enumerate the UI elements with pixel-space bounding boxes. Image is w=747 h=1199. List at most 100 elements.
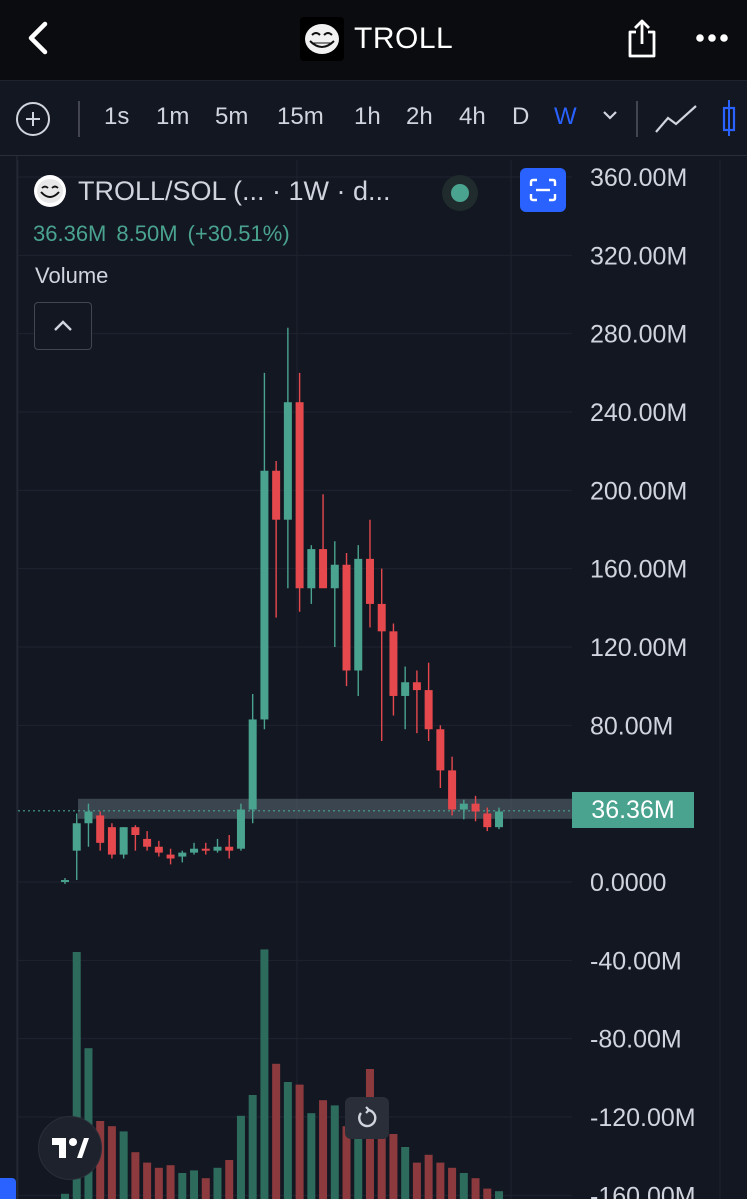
- volume-bar: [436, 1162, 445, 1199]
- candle-body: [459, 803, 468, 810]
- interval-1s[interactable]: 1s: [104, 103, 130, 130]
- candle-body: [190, 848, 199, 853]
- y-tick-label: 320.00M: [590, 242, 687, 270]
- volume-bar: [307, 1113, 316, 1199]
- y-tick-label: 240.00M: [590, 399, 687, 427]
- interval-4h[interactable]: 4h: [459, 103, 486, 130]
- volume-bar: [354, 1105, 363, 1199]
- market-status: [442, 175, 478, 211]
- candle-body: [448, 770, 457, 810]
- candles-icon[interactable]: [720, 98, 747, 138]
- volume-bar: [448, 1167, 457, 1199]
- volume-bar: [201, 1178, 210, 1199]
- title-wrap: TROLL: [300, 16, 453, 62]
- share-button[interactable]: [620, 16, 664, 60]
- page-title: TROLL: [354, 22, 454, 55]
- interval-15m[interactable]: 15m: [277, 103, 324, 130]
- interval-w[interactable]: W: [554, 103, 577, 130]
- y-tick-label: 360.00M: [590, 164, 687, 192]
- volume-bar: [495, 1191, 504, 1199]
- candle-body: [483, 813, 492, 828]
- share-icon: [628, 19, 656, 58]
- candle-body: [354, 558, 363, 671]
- candle-body: [307, 549, 316, 589]
- change-percent: (+30.51%): [187, 221, 290, 246]
- volume-bar: [412, 1162, 421, 1199]
- candle-body: [389, 631, 398, 696]
- candle-body: [401, 682, 410, 696]
- candle-body: [330, 564, 339, 589]
- y-tick-label: 80.00M: [590, 712, 673, 740]
- plus-icon: [26, 112, 40, 126]
- chevron-down-icon[interactable]: [601, 108, 619, 122]
- candle-body: [119, 827, 128, 855]
- chevron-up-icon: [54, 320, 72, 331]
- fullscreen-button[interactable]: [520, 168, 566, 212]
- candle-body: [225, 846, 234, 851]
- volume-bar: [377, 1121, 386, 1199]
- y-tick-label: -80.00M: [590, 1026, 682, 1054]
- candles: [61, 327, 504, 884]
- y-tick-label: 0.0000: [590, 869, 666, 897]
- volume-bar: [143, 1162, 152, 1199]
- candle-body: [283, 402, 292, 520]
- volume-bar: [72, 952, 81, 1199]
- back-button[interactable]: [18, 18, 58, 58]
- volume-bar: [178, 1173, 187, 1199]
- reset-chart-button[interactable]: [345, 1097, 389, 1139]
- candle-body: [72, 823, 81, 851]
- symbol-label[interactable]: TROLL/SOL (... · 1W · d...: [78, 176, 391, 206]
- candle-body: [342, 564, 351, 671]
- volume-bars: [61, 949, 504, 1199]
- candle-body: [272, 470, 281, 520]
- candle-body: [143, 838, 152, 847]
- interval-2h[interactable]: 2h: [406, 103, 433, 130]
- y-tick-label: 120.00M: [590, 634, 687, 662]
- y-tick-label: -40.00M: [590, 947, 682, 975]
- volume-bar: [272, 1063, 281, 1199]
- interval-1m[interactable]: 1m: [156, 103, 190, 130]
- y-tick-label: 160.00M: [590, 556, 687, 584]
- volume-bar: [131, 1152, 140, 1199]
- candle-body: [131, 827, 140, 835]
- candle-body: [166, 854, 175, 859]
- interval-d[interactable]: D: [512, 103, 530, 130]
- candle-body: [319, 549, 328, 589]
- candle-body: [436, 729, 445, 771]
- volume-bar: [483, 1188, 492, 1199]
- candle-body: [260, 470, 269, 720]
- chart-grid: [16, 155, 721, 1199]
- collapse-legend-button[interactable]: [34, 302, 92, 350]
- volume-bar: [459, 1173, 468, 1199]
- volume-bar: [61, 1193, 69, 1199]
- candle-body: [84, 811, 93, 824]
- side-panel-edge[interactable]: [0, 1178, 16, 1199]
- volume-bar: [471, 1178, 480, 1199]
- fullscreen-icon: [529, 178, 557, 202]
- volume-bar: [213, 1167, 222, 1199]
- change-value: 8.50M: [116, 221, 178, 246]
- chevron-left-icon: [28, 21, 48, 55]
- more-dots-icon: [696, 34, 728, 42]
- candle-body: [248, 719, 257, 810]
- candle-body: [201, 848, 210, 851]
- more-button[interactable]: [690, 20, 734, 56]
- chart-toolbar: [0, 81, 747, 156]
- line-chart-icon[interactable]: [654, 102, 698, 136]
- candle-body: [107, 827, 116, 855]
- candle-body: [236, 809, 245, 849]
- candle-body: [424, 690, 433, 730]
- tradingview-logo-icon[interactable]: [38, 1116, 102, 1180]
- add-indicator-button[interactable]: [16, 102, 50, 136]
- price-chart[interactable]: 360.00M 320.00M 280.00M 240.00M 200.00M 160.0…: [0, 155, 747, 1199]
- volume-bar: [330, 1105, 339, 1199]
- interval-5m[interactable]: 5m: [215, 103, 249, 130]
- candle-body: [178, 852, 187, 857]
- y-tick-label: -160.00M: [590, 1182, 696, 1199]
- interval-1h[interactable]: 1h: [354, 103, 381, 130]
- volume-bar: [295, 1084, 304, 1199]
- toolbar-divider: [78, 101, 80, 137]
- volume-bar: [342, 1126, 351, 1199]
- volume-bar: [260, 949, 269, 1199]
- status-dot-icon: [451, 184, 469, 202]
